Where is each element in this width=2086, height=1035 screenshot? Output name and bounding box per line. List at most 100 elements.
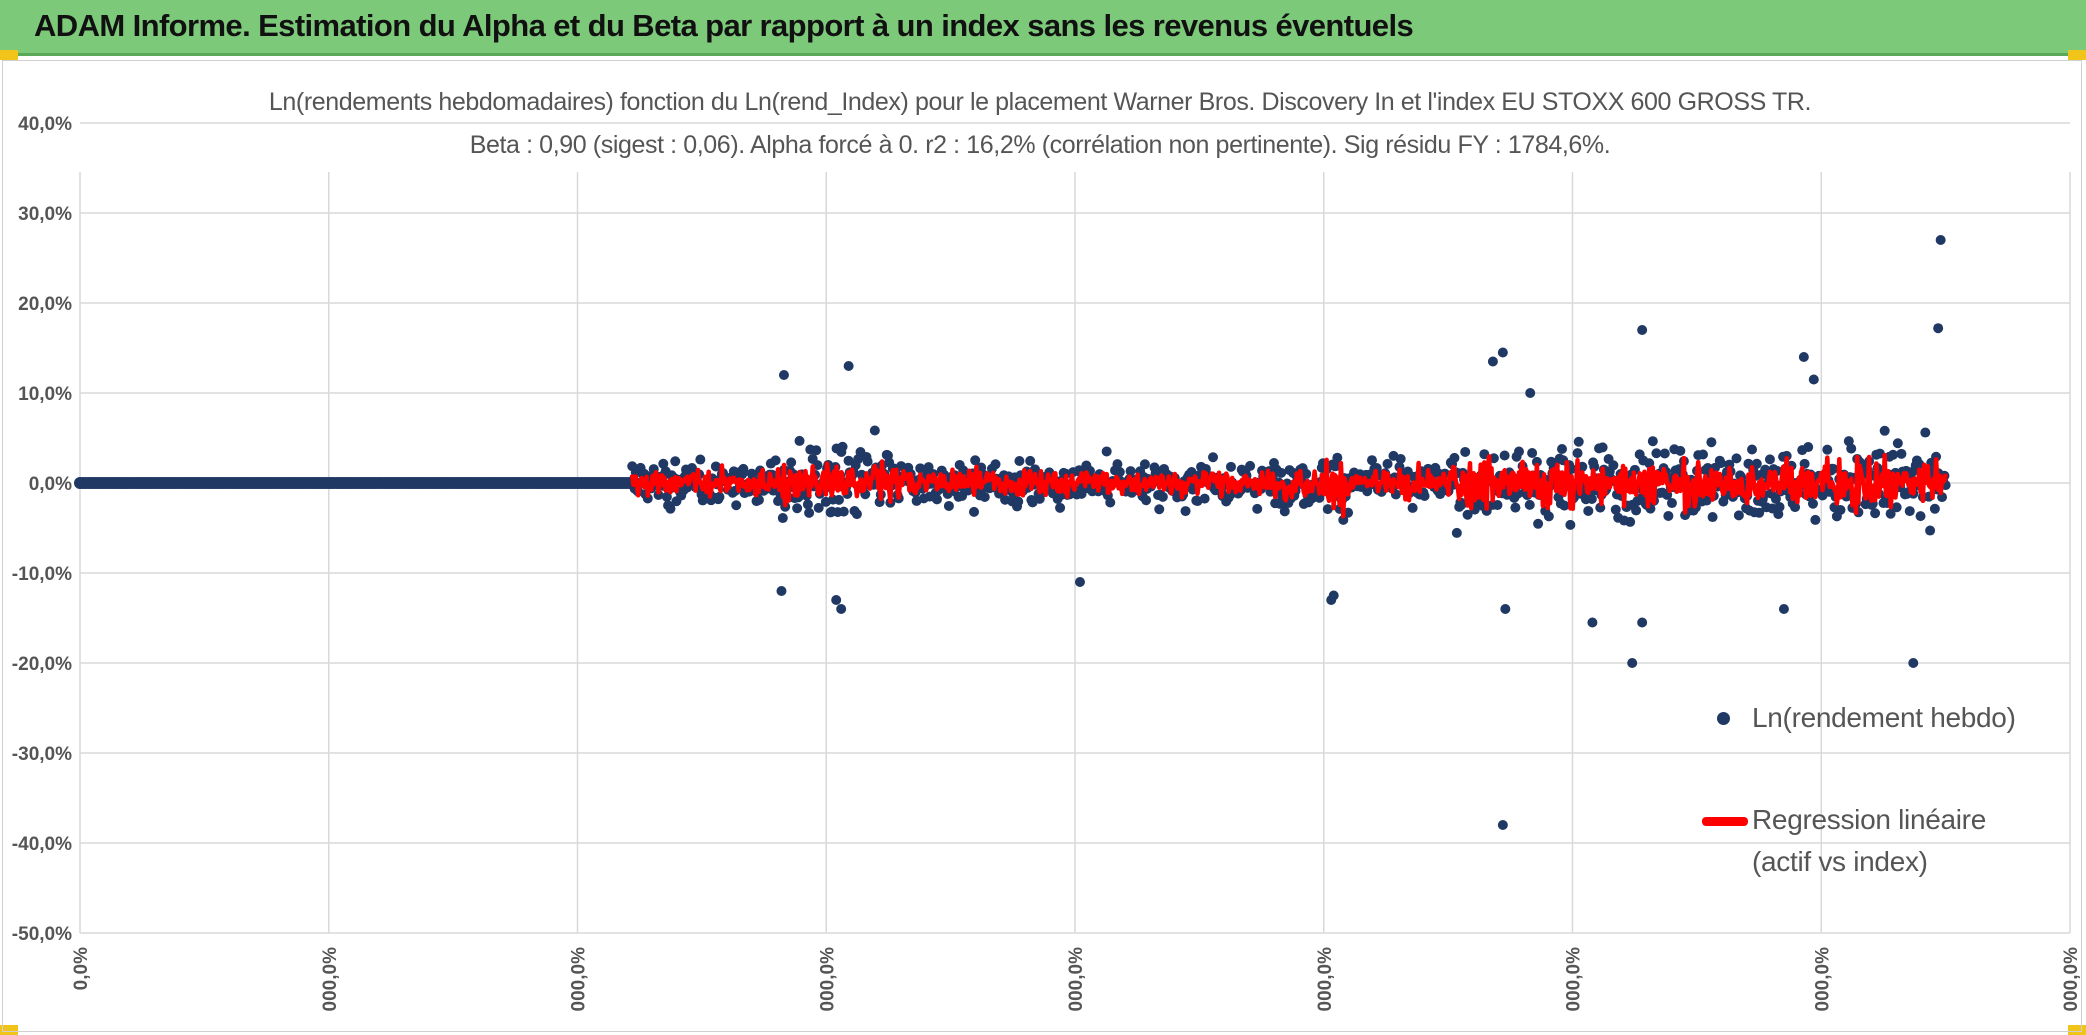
scatter-point xyxy=(1608,460,1619,471)
y-axis-tick-labels: 40,0% 30,0% 20,0% 10,0% 0,0% -10,0% -20,0% -30,… xyxy=(12,114,72,945)
scatter-point xyxy=(1419,491,1430,502)
scatter-point xyxy=(1112,459,1123,470)
regression-series xyxy=(629,452,1948,519)
scatter-point xyxy=(915,463,926,474)
scatter-point xyxy=(1462,509,1473,520)
scatter-point xyxy=(1747,444,1758,455)
scatter-point xyxy=(1888,449,1899,460)
scatter-point xyxy=(1451,527,1462,538)
scatter-point xyxy=(1279,506,1290,517)
scatter-point xyxy=(1870,508,1881,519)
scatter-point xyxy=(1651,448,1662,459)
chart-title-line-2: Beta : 0,90 (sigest : 0,06). Alpha forcé… xyxy=(80,131,2000,160)
scatter-point xyxy=(1597,442,1608,453)
scatter-point xyxy=(1101,446,1112,457)
scatter-point xyxy=(1846,443,1857,454)
scatter-point xyxy=(1500,604,1511,614)
scatter-point xyxy=(1731,453,1742,464)
x-tick-label: 000,0% xyxy=(1564,947,1585,1012)
scatter-point xyxy=(770,455,781,466)
scatter-point xyxy=(1706,437,1717,448)
scatter-point xyxy=(1141,495,1152,506)
scatter-point xyxy=(1803,442,1814,453)
scatter-point xyxy=(1276,467,1287,478)
scatter-point xyxy=(813,502,824,513)
scatter-point xyxy=(851,509,862,520)
scatter-series xyxy=(74,235,1951,830)
scatter-point xyxy=(1076,488,1087,499)
scatter-point xyxy=(1531,456,1542,467)
scatter-point xyxy=(1929,503,1940,514)
scatter-point xyxy=(1180,506,1191,517)
scatter-point xyxy=(1492,500,1503,511)
y-tick-label: 40,0% xyxy=(18,114,72,135)
scatter-point xyxy=(1105,497,1116,508)
chart-title-line-1: Ln(rendements hebdomadaires) fonction du… xyxy=(80,88,2000,117)
scatter-point xyxy=(1301,468,1312,479)
y-tick-label: 10,0% xyxy=(18,384,72,405)
scatter-point xyxy=(1565,519,1576,530)
scatter-point xyxy=(1798,352,1809,362)
scatter-point xyxy=(838,506,849,517)
chart-title-line-1-text: Ln(rendements hebdomadaires) fonction du… xyxy=(258,88,1822,116)
scatter-point xyxy=(1822,444,1833,455)
scatter-point xyxy=(1497,347,1508,358)
scatter-point xyxy=(1931,451,1942,462)
scatter-point xyxy=(843,455,854,466)
scatter-point xyxy=(777,513,788,524)
scatter-point xyxy=(1366,455,1377,466)
scatter-point xyxy=(1770,493,1781,504)
scatter-point xyxy=(1139,459,1150,470)
scatter-point xyxy=(661,491,672,502)
x-tick-label: 000,0% xyxy=(569,947,590,1012)
scatter-point xyxy=(731,500,742,511)
report-banner: ADAM Informe. Estimation du Alpha et du … xyxy=(0,0,2086,56)
scatter-point xyxy=(1510,502,1521,513)
scatter-point xyxy=(862,456,873,467)
scatter-point xyxy=(1781,450,1792,461)
x-axis-tick-labels: 0,0% 000,0% 000,0% 000,0% 000,0% 000,0% 000,0%… xyxy=(71,947,2082,1012)
scatter-point xyxy=(1631,505,1642,516)
scatter-point xyxy=(990,459,1001,470)
scatter-point xyxy=(792,503,803,514)
chart-frame xyxy=(2,60,2082,1032)
scatter-point xyxy=(836,604,847,614)
scatter-point xyxy=(1828,463,1839,474)
scatter-point xyxy=(1707,512,1718,523)
scatter-point xyxy=(1014,455,1025,466)
scatter-point xyxy=(1659,448,1670,459)
scatter-point xyxy=(1908,658,1919,668)
scatter-point xyxy=(1382,458,1393,469)
y-tick-label: 30,0% xyxy=(18,204,72,225)
scatter-point xyxy=(1525,388,1536,398)
scatter-point xyxy=(1543,511,1554,522)
scatter-point xyxy=(778,370,789,380)
scatter-point xyxy=(665,503,676,514)
y-tick-label: -50,0% xyxy=(12,924,72,945)
y-tick-label: -30,0% xyxy=(12,744,72,765)
scatter-point xyxy=(969,506,980,517)
scatter-point xyxy=(843,361,854,371)
scatter-point xyxy=(833,494,844,505)
scatter-point xyxy=(1915,511,1926,522)
scatter-point xyxy=(1587,617,1598,628)
scatter-point xyxy=(1186,467,1197,478)
scatter-point xyxy=(1625,516,1636,527)
scatter-point xyxy=(1933,323,1944,334)
scatter-point xyxy=(1904,506,1915,517)
scatter-point xyxy=(1513,446,1524,457)
scatter-point xyxy=(1663,510,1674,521)
y-tick-label: 20,0% xyxy=(18,294,72,315)
scatter-point xyxy=(1583,505,1594,516)
scatter-point xyxy=(1935,235,1946,245)
scatter-point xyxy=(1572,448,1583,459)
scatter-point xyxy=(1499,450,1510,461)
scatter-point xyxy=(1225,461,1236,472)
scatter-point xyxy=(1245,460,1256,471)
x-tick-label: 000,0% xyxy=(2061,947,2082,1012)
scatter-point xyxy=(923,462,934,473)
scatter-point xyxy=(1533,518,1544,529)
scatter-point xyxy=(1338,514,1349,525)
scatter-point xyxy=(1715,458,1726,469)
